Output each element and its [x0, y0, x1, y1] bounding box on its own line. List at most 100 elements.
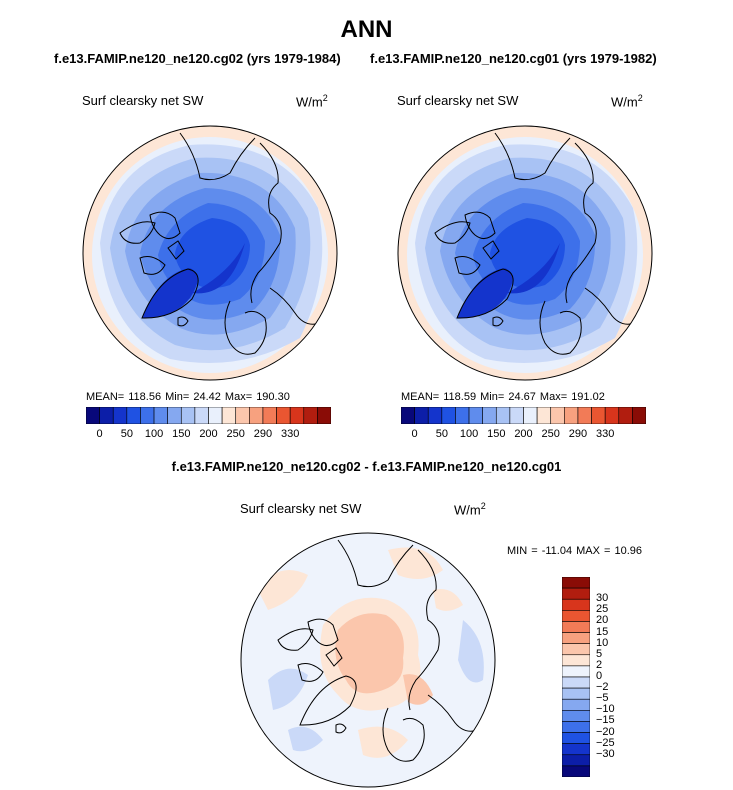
colorbar-swatch: [112, 407, 128, 424]
right-polar-map: [397, 125, 653, 381]
colorbar-swatch: [618, 407, 633, 424]
diff-colorbar-tick-label: −15: [596, 714, 615, 727]
colorbar-swatch: [276, 407, 291, 424]
diff-colorbar-swatch: [562, 676, 590, 689]
diff-colorbar-swatch: [562, 754, 590, 767]
colorbar-swatch: [495, 407, 511, 424]
colorbar-tick-label: 50: [120, 428, 133, 440]
colorbar-swatch: [427, 407, 443, 424]
right-variable-label: Surf clearsky net SW: [397, 93, 519, 108]
diff-colorbar-tick-label: 10: [596, 636, 609, 649]
diff-colorbar-swatch: [562, 743, 590, 756]
diff-colorbar-swatch: [562, 621, 590, 633]
colorbar-tick-label: 100: [144, 428, 164, 440]
colorbar-swatch: [86, 407, 100, 424]
colorbar-swatch: [536, 407, 552, 424]
colorbar-tick-label: 290: [253, 428, 273, 440]
colorbar-tick-label: 100: [459, 428, 479, 440]
colorbar-swatch: [249, 407, 264, 424]
diff-colorbar-swatch: [562, 721, 590, 733]
colorbar-swatch: [126, 407, 141, 424]
colorbar-tick-label: 250: [541, 428, 560, 440]
diff-colorbar-tick-label: 20: [596, 614, 609, 627]
diff-colorbar-tick-label: −30: [596, 747, 615, 760]
colorbar-swatch: [414, 407, 429, 424]
colorbar-swatch: [577, 407, 592, 424]
colorbar-tick-label: 200: [514, 428, 533, 440]
diff-colorbar-tick-label: 5: [596, 647, 603, 660]
page-title: ANN: [340, 16, 393, 43]
diff-case-title: f.e13.FAMIP.ne120_ne120.cg02 - f.e13.FAM…: [171, 459, 562, 474]
colorbar-swatch: [604, 407, 620, 424]
diff-colorbar-tick-label: 2: [596, 658, 603, 671]
colorbar-swatch: [289, 407, 305, 424]
colorbar-swatch: [180, 407, 196, 424]
diff-colorbar: [562, 577, 590, 777]
right-colorbar: [401, 407, 646, 424]
colorbar-swatch: [550, 407, 565, 424]
diff-colorbar-tick-label: −5: [596, 692, 609, 705]
colorbar-swatch: [591, 407, 606, 424]
colorbar-swatch: [455, 407, 470, 424]
colorbar-swatch: [208, 407, 223, 424]
colorbar-swatch: [303, 407, 318, 424]
diff-stats: MIN = -11.04 MAX = 10.96: [507, 545, 643, 557]
colorbar-swatch: [167, 407, 182, 424]
colorbar-tick-label: 150: [487, 428, 506, 440]
left-case-title: f.e13.FAMIP.ne120_ne120.cg02 (yrs 1979-1…: [54, 51, 341, 66]
colorbar-swatch: [99, 407, 114, 424]
left-colorbar-labels: 0 50 100 150 200 250 290 330: [86, 428, 331, 442]
diff-colorbar-swatch: [562, 698, 590, 711]
colorbar-swatch: [509, 407, 524, 424]
diff-colorbar-swatch: [562, 665, 590, 678]
diff-colorbar-swatch: [562, 587, 590, 600]
colorbar-swatch: [564, 407, 579, 424]
diff-colorbar-swatch: [562, 654, 590, 667]
diff-polar-map: [240, 532, 496, 788]
colorbar-swatch: [235, 407, 250, 424]
left-units-label: W/m2: [296, 93, 328, 110]
right-units-label: W/m2: [611, 93, 643, 110]
colorbar-tick-label: 290: [568, 428, 588, 440]
colorbar-swatch: [262, 407, 277, 424]
left-variable-label: Surf clearsky net SW: [82, 93, 204, 108]
colorbar-tick-label: 150: [172, 428, 191, 440]
colorbar-tick-label: 330: [280, 428, 300, 440]
right-stats: MEAN= 118.59 Min= 24.67 Max= 191.02: [401, 391, 605, 403]
diff-colorbar-tick-label: −20: [596, 725, 615, 738]
colorbar-swatch: [194, 407, 209, 424]
diff-colorbar-tick-label: 15: [596, 625, 609, 638]
colorbar-swatch: [401, 407, 415, 424]
left-polar-map: [82, 125, 338, 381]
diff-colorbar-tick-label: −25: [596, 736, 615, 749]
colorbar-swatch: [153, 407, 168, 424]
diff-colorbar-tick-label: 0: [596, 670, 603, 682]
diff-colorbar-tick-label: −10: [596, 703, 615, 716]
diff-colorbar-swatch: [562, 632, 590, 644]
colorbar-swatch: [140, 407, 155, 424]
diff-colorbar-tick-label: 25: [596, 603, 609, 616]
colorbar-tick-label: 0: [411, 428, 418, 440]
colorbar-swatch: [482, 407, 497, 424]
colorbar-swatch: [221, 407, 237, 424]
colorbar-swatch: [468, 407, 483, 424]
diff-units-label: W/m2: [454, 501, 486, 518]
colorbar-swatch: [632, 407, 646, 424]
diff-colorbar-swatch: [562, 643, 590, 656]
colorbar-tick-label: 200: [199, 428, 218, 440]
colorbar-swatch: [317, 407, 331, 424]
colorbar-tick-label: 330: [595, 428, 615, 440]
colorbar-tick-label: 0: [96, 428, 103, 440]
diff-colorbar-labels: 30 25 20 15 10 5 2 0 −2 −5 −10 −15 −20 −25 −30: [596, 577, 636, 777]
diff-colorbar-swatch: [562, 577, 590, 589]
diff-colorbar-swatch: [562, 732, 590, 744]
diff-colorbar-tick-label: −2: [596, 681, 609, 694]
left-stats: MEAN= 118.56 Min= 24.42 Max= 190.30: [86, 391, 290, 403]
diff-variable-label: Surf clearsky net SW: [240, 501, 362, 516]
diff-colorbar-swatch: [562, 598, 590, 611]
diff-colorbar-swatch: [562, 687, 590, 700]
right-colorbar-labels: 0 50 100 150 200 250 290 330: [401, 428, 646, 442]
diff-colorbar-swatch: [562, 710, 590, 722]
left-colorbar: [86, 407, 331, 424]
diff-colorbar-tick-label: 30: [596, 592, 609, 605]
